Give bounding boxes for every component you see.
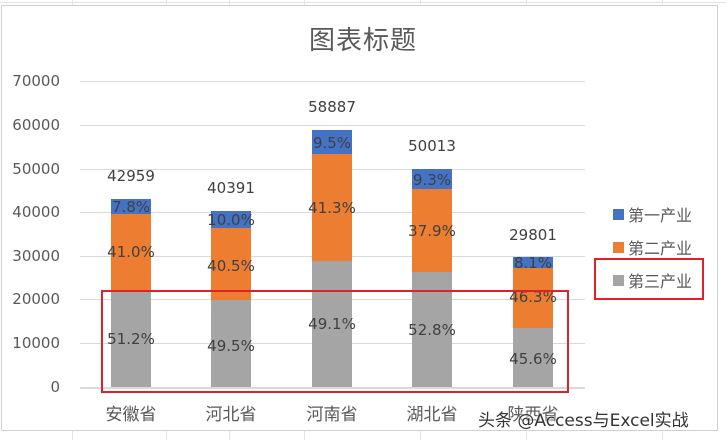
total-label: 42959 — [107, 167, 155, 185]
x-category-label: 河北省 — [205, 405, 257, 425]
total-label: 50013 — [408, 137, 456, 155]
segment-second-industry[interactable]: 37.9% — [408, 189, 456, 272]
legend-item-first-industry[interactable]: 第一产业 — [613, 204, 693, 225]
segment-first-industry[interactable]: 8.1% — [513, 255, 553, 271]
segment-second-industry[interactable]: 40.5% — [207, 228, 255, 300]
bar-shaanxi[interactable]: 8.1% 46.3% 45.6% — [509, 255, 557, 387]
percent-label: 40.5% — [207, 257, 255, 275]
legend-swatch-icon — [613, 274, 624, 286]
y-tick-label: 0 — [50, 378, 60, 396]
segment-first-industry[interactable]: 9.3% — [412, 169, 452, 189]
total-label: 40391 — [207, 179, 255, 197]
y-tick-label: 20000 — [12, 290, 60, 308]
segment-first-industry[interactable]: 7.8% — [111, 199, 151, 215]
percent-label: 10.0% — [207, 211, 255, 229]
bar-anhui[interactable]: 7.8% 41.0% 51.2% — [107, 199, 155, 387]
x-category-label: 河南省 — [306, 405, 358, 425]
legend-swatch-icon — [613, 208, 624, 220]
percent-label: 9.5% — [312, 134, 352, 152]
percent-label: 52.8% — [408, 321, 456, 339]
legend-label: 第二产业 — [628, 239, 693, 258]
segment-second-industry[interactable]: 46.3% — [509, 268, 557, 328]
segment-second-industry[interactable]: 41.3% — [308, 154, 356, 261]
percent-label: 37.9% — [408, 222, 456, 240]
percent-label: 8.1% — [513, 254, 553, 272]
percent-label: 9.3% — [412, 171, 452, 189]
percent-label: 45.6% — [509, 350, 557, 368]
percent-label: 7.8% — [111, 198, 151, 216]
y-tick-label: 60000 — [12, 116, 60, 134]
segment-first-industry[interactable]: 9.5% — [312, 130, 352, 154]
percent-label: 49.1% — [308, 315, 356, 333]
segment-third-industry[interactable]: 49.5% — [207, 300, 255, 387]
highlight-box-third-industry-legend — [594, 258, 704, 300]
legend-swatch-icon — [613, 241, 624, 253]
segment-third-industry[interactable]: 45.6% — [509, 328, 557, 387]
gridline — [80, 81, 585, 82]
percent-label: 41.0% — [107, 243, 155, 261]
segment-second-industry[interactable]: 41.0% — [107, 214, 155, 291]
y-tick-label: 50000 — [12, 160, 60, 178]
legend-item-third-industry[interactable]: 第三产业 — [613, 270, 693, 291]
y-tick-label: 10000 — [12, 334, 60, 352]
y-tick-label: 40000 — [12, 203, 60, 221]
chart-title[interactable]: 图表标题 — [308, 26, 417, 56]
x-category-label: 湖北省 — [406, 405, 458, 425]
gridline — [80, 125, 585, 126]
legend-label: 第三产业 — [628, 272, 693, 291]
percent-label: 49.5% — [207, 337, 255, 355]
watermark: 头条 @Access与Excel实战 — [478, 411, 689, 431]
segment-third-industry[interactable]: 51.2% — [107, 291, 155, 387]
total-label: 58887 — [308, 98, 356, 116]
x-axis-line — [80, 387, 585, 389]
x-category-label: 安徽省 — [105, 405, 157, 425]
highlight-box-third-industry-bars — [101, 290, 569, 393]
y-tick-label: 70000 — [12, 72, 60, 90]
y-tick-label: 30000 — [12, 247, 60, 265]
percent-label: 46.3% — [509, 288, 557, 306]
percent-label: 41.3% — [308, 199, 356, 217]
total-label: 29801 — [509, 226, 557, 244]
percent-label: 51.2% — [107, 330, 155, 348]
legend-label: 第一产业 — [628, 206, 693, 225]
x-category-label: 陕西省 — [507, 405, 559, 425]
segment-first-industry[interactable]: 10.0% — [207, 211, 255, 228]
bar-henan[interactable]: 9.5% 41.3% 49.1% — [308, 130, 356, 387]
bar-hebei[interactable]: 10.0% 40.5% 49.5% — [207, 211, 255, 387]
legend-item-second-industry[interactable]: 第二产业 — [613, 237, 693, 258]
segment-third-industry[interactable]: 49.1% — [308, 261, 356, 387]
grid-row-line — [0, 2, 726, 3]
